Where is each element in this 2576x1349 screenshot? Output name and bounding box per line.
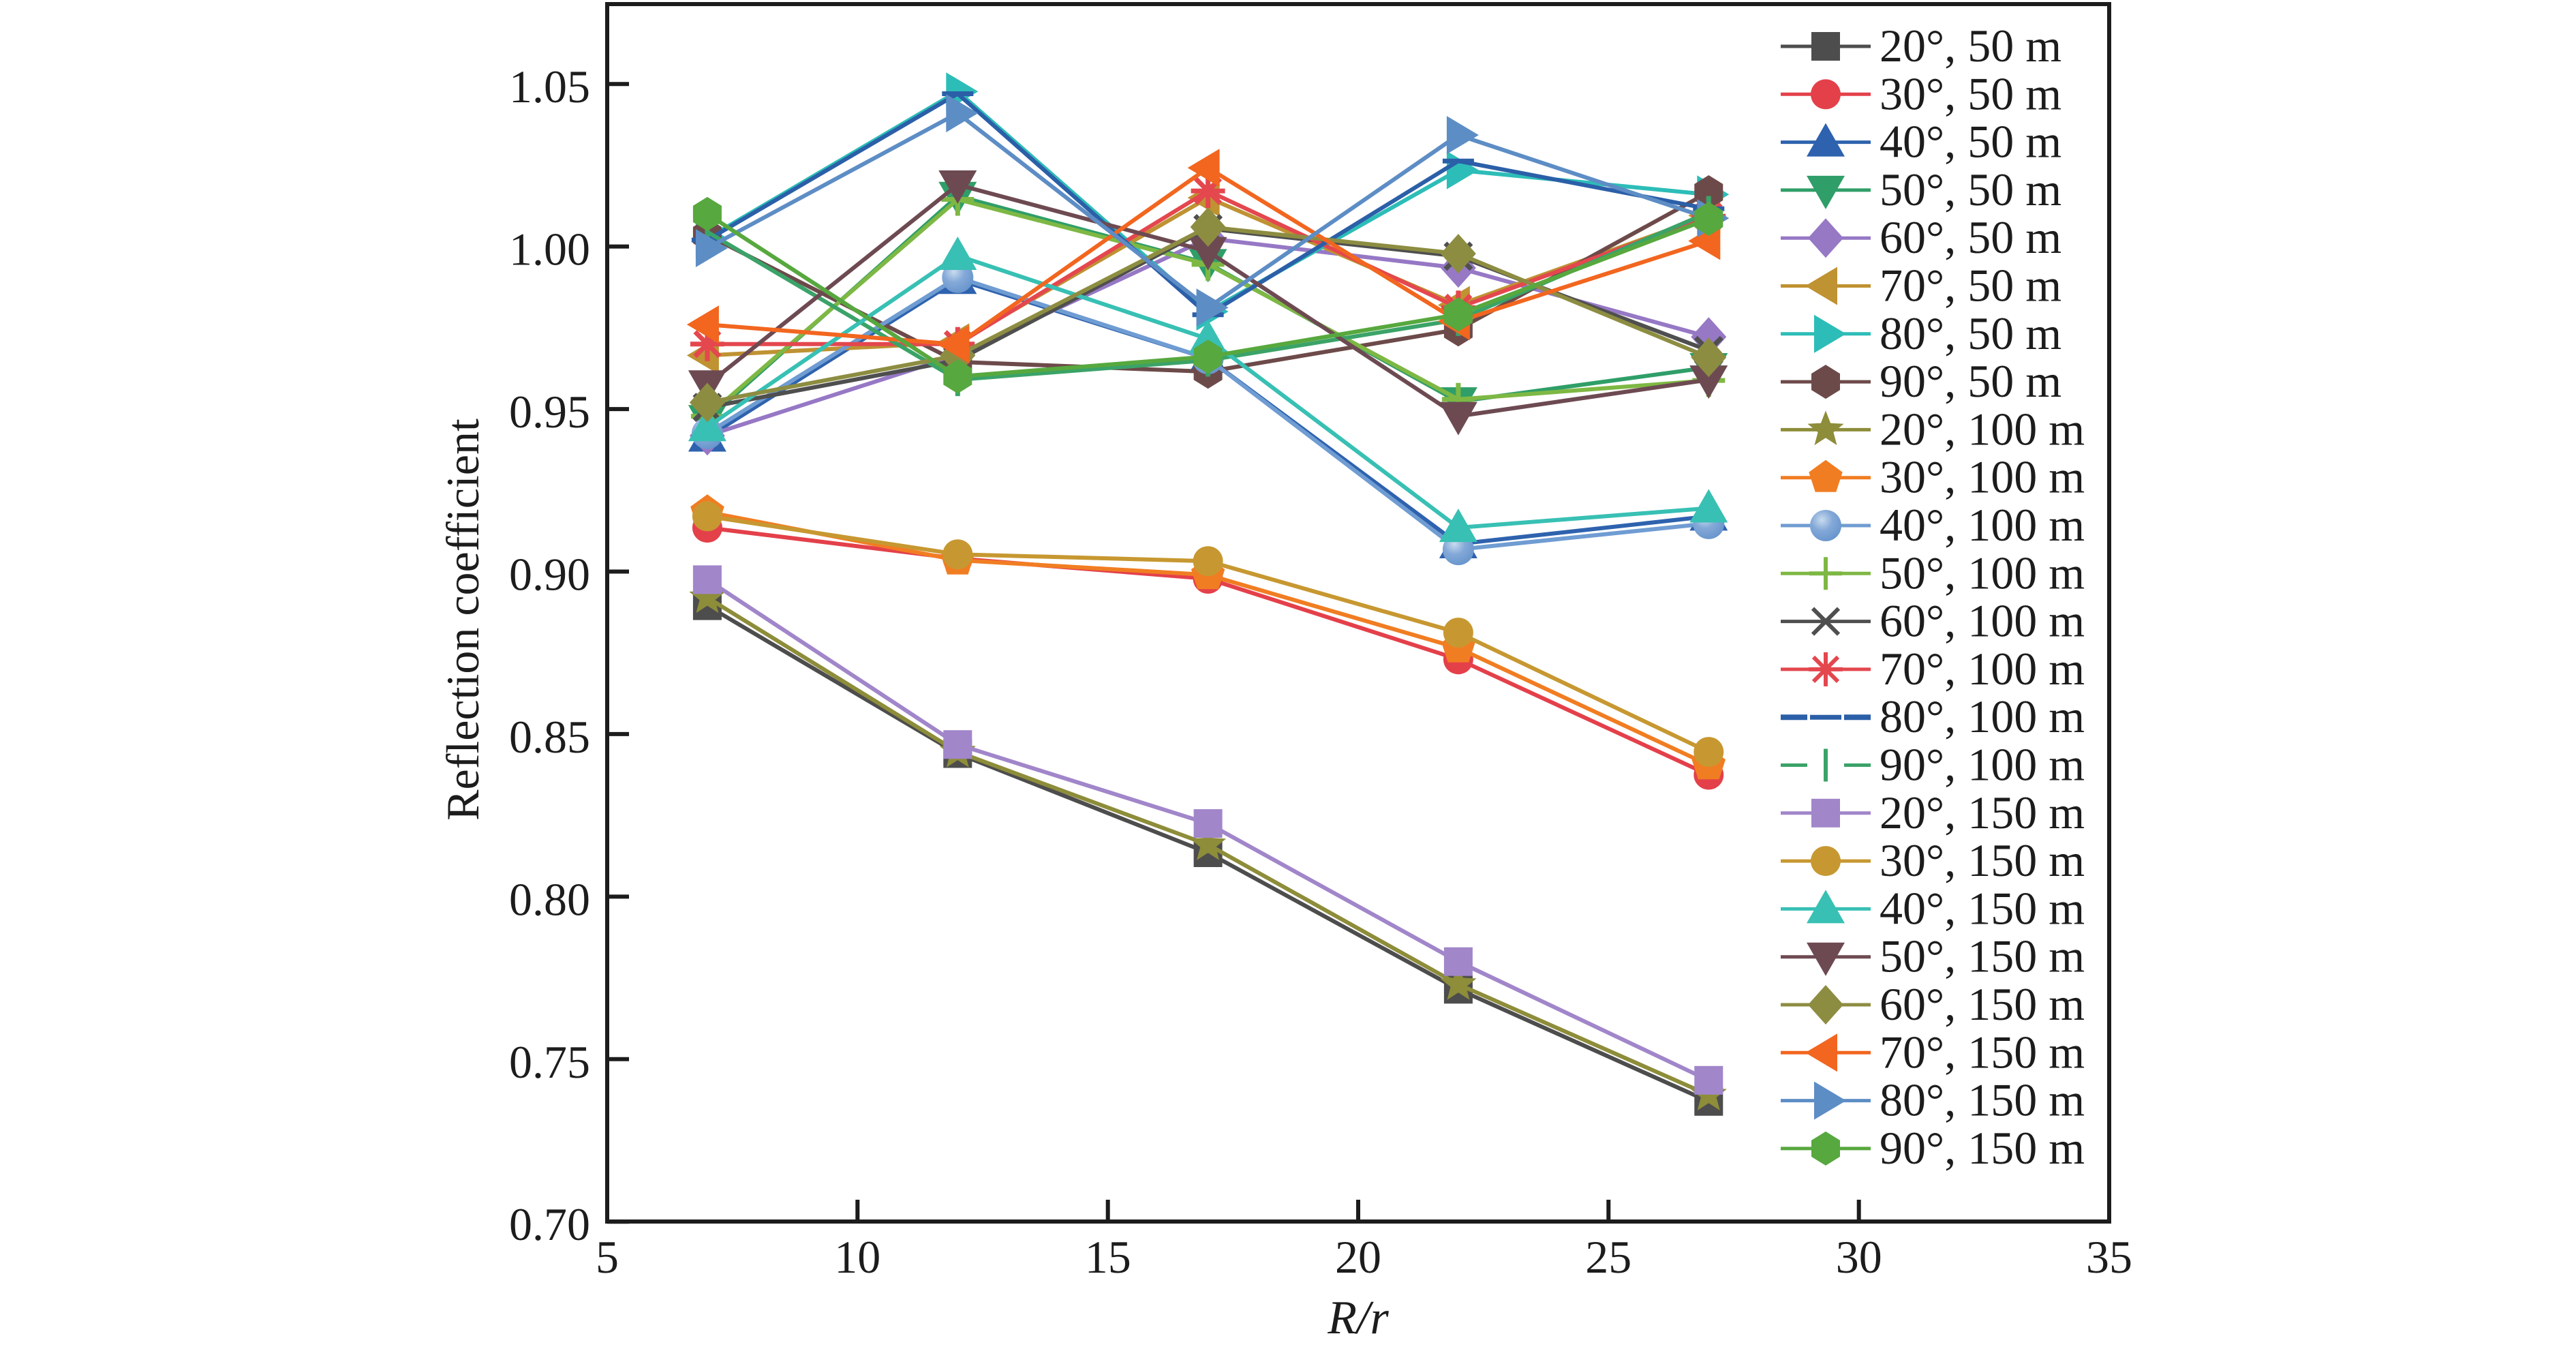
svg-text:0.85: 0.85 (509, 711, 590, 763)
svg-text:20°, 50 m: 20°, 50 m (1880, 20, 2061, 72)
svg-text:0.80: 0.80 (509, 873, 590, 925)
svg-text:30°, 50 m: 30°, 50 m (1880, 67, 2061, 119)
svg-text:70°, 50 m: 70°, 50 m (1880, 260, 2061, 312)
svg-text:90°, 150 m: 90°, 150 m (1880, 1122, 2085, 1174)
svg-text:90°, 50 m: 90°, 50 m (1880, 355, 2061, 407)
svg-text:70°, 100 m: 70°, 100 m (1880, 643, 2085, 695)
svg-text:0.70: 0.70 (509, 1198, 590, 1250)
svg-text:50°, 150 m: 50°, 150 m (1880, 930, 2085, 982)
svg-text:20: 20 (1335, 1231, 1381, 1283)
svg-text:5: 5 (596, 1231, 619, 1283)
svg-text:1.05: 1.05 (509, 61, 590, 112)
svg-text:20°, 150 m: 20°, 150 m (1880, 787, 2085, 838)
svg-text:25: 25 (1585, 1231, 1631, 1283)
svg-text:40°, 50 m: 40°, 50 m (1880, 116, 2061, 168)
svg-text:30°, 100 m: 30°, 100 m (1880, 451, 2085, 503)
svg-text:1.00: 1.00 (509, 224, 590, 275)
svg-text:40°, 150 m: 40°, 150 m (1880, 882, 2085, 934)
svg-text:50°, 50 m: 50°, 50 m (1880, 164, 2061, 215)
svg-text:90°, 100 m: 90°, 100 m (1880, 739, 2085, 791)
svg-text:0.90: 0.90 (509, 549, 590, 601)
svg-text:0.75: 0.75 (509, 1036, 590, 1088)
svg-text:60°, 50 m: 60°, 50 m (1880, 211, 2061, 263)
svg-text:50°, 100 m: 50°, 100 m (1880, 547, 2085, 598)
svg-text:80°, 150 m: 80°, 150 m (1880, 1074, 2085, 1126)
svg-text:70°, 150 m: 70°, 150 m (1880, 1026, 2085, 1078)
svg-text:60°, 150 m: 60°, 150 m (1880, 978, 2085, 1030)
svg-text:R/r: R/r (1327, 1292, 1389, 1344)
svg-text:30: 30 (1836, 1231, 1882, 1283)
svg-text:10: 10 (834, 1231, 880, 1283)
svg-text:Reflection coefficient: Reflection coefficient (437, 419, 489, 821)
svg-text:15: 15 (1085, 1231, 1131, 1283)
svg-text:0.95: 0.95 (509, 386, 590, 438)
svg-text:80°, 100 m: 80°, 100 m (1880, 691, 2085, 742)
svg-text:30°, 150 m: 30°, 150 m (1880, 834, 2085, 886)
svg-text:40°, 100 m: 40°, 100 m (1880, 499, 2085, 551)
svg-text:60°, 100 m: 60°, 100 m (1880, 595, 2085, 647)
svg-text:80°, 50 m: 80°, 50 m (1880, 307, 2061, 359)
svg-text:35: 35 (2086, 1231, 2132, 1283)
svg-text:20°, 100 m: 20°, 100 m (1880, 403, 2085, 455)
